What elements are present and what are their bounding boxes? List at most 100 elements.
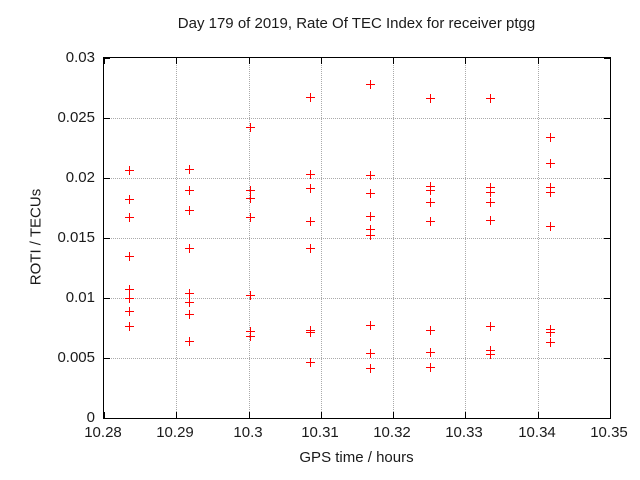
y-tick-label: 0.005 bbox=[57, 349, 95, 366]
marker-vbar bbox=[430, 325, 432, 335]
x-tick-mark bbox=[321, 412, 322, 418]
marker-vbar bbox=[490, 183, 492, 193]
y-tick-mark bbox=[604, 298, 610, 299]
data-point-marker bbox=[546, 183, 556, 193]
marker-vbar bbox=[430, 216, 432, 226]
y-tick-label: 0.015 bbox=[57, 229, 95, 246]
data-point-marker bbox=[245, 193, 255, 203]
marker-vbar bbox=[490, 94, 492, 104]
marker-vbar bbox=[128, 322, 130, 332]
data-point-marker bbox=[426, 197, 436, 207]
data-point-marker bbox=[486, 94, 496, 104]
x-tick-label: 10.29 bbox=[156, 424, 194, 441]
x-axis-label: GPS time / hours bbox=[299, 449, 414, 466]
data-point-marker bbox=[184, 288, 194, 298]
y-tick-mark bbox=[604, 178, 610, 179]
chart-title: Day 179 of 2019, Rate Of TEC Index for r… bbox=[177, 15, 536, 32]
data-point-marker bbox=[245, 123, 255, 133]
marker-vbar bbox=[249, 185, 251, 195]
data-point-marker bbox=[426, 94, 436, 104]
marker-vbar bbox=[249, 327, 251, 337]
data-point-marker bbox=[305, 358, 315, 368]
x-tick-mark bbox=[465, 58, 466, 64]
data-point-marker bbox=[245, 327, 255, 337]
y-tick-label: 0 bbox=[86, 409, 95, 426]
marker-vbar bbox=[309, 184, 311, 194]
marker-vbar bbox=[188, 205, 190, 215]
x-tick-label: 10.33 bbox=[445, 424, 483, 441]
data-point-marker bbox=[546, 159, 556, 169]
marker-vbar bbox=[128, 195, 130, 205]
y-tick-mark bbox=[104, 238, 110, 239]
data-point-marker bbox=[365, 348, 375, 358]
y-tick-mark bbox=[104, 118, 110, 119]
data-point-marker bbox=[124, 213, 134, 223]
marker-vbar bbox=[309, 328, 311, 338]
data-point-marker bbox=[184, 165, 194, 175]
marker-vbar bbox=[128, 306, 130, 316]
data-point-marker bbox=[365, 364, 375, 374]
data-point-marker bbox=[124, 306, 134, 316]
marker-vbar bbox=[128, 251, 130, 261]
x-tick-mark bbox=[465, 412, 466, 418]
data-point-marker bbox=[426, 325, 436, 335]
data-point-marker bbox=[546, 328, 556, 338]
marker-vbar bbox=[369, 171, 371, 181]
data-point-marker bbox=[245, 331, 255, 341]
data-point-marker bbox=[365, 231, 375, 241]
data-point-marker bbox=[124, 251, 134, 261]
marker-vbar bbox=[490, 349, 492, 359]
data-point-marker bbox=[486, 349, 496, 359]
marker-vbar bbox=[249, 193, 251, 203]
x-tick-mark bbox=[538, 412, 539, 418]
data-point-marker bbox=[546, 187, 556, 197]
marker-vbar bbox=[188, 244, 190, 254]
marker-vbar bbox=[128, 293, 130, 303]
data-point-marker bbox=[245, 213, 255, 223]
x-tick-mark bbox=[104, 412, 105, 418]
marker-vbar bbox=[309, 93, 311, 103]
marker-vbar bbox=[249, 331, 251, 341]
data-point-marker bbox=[486, 197, 496, 207]
marker-vbar bbox=[490, 322, 492, 332]
marker-vbar bbox=[430, 94, 432, 104]
y-tick-mark bbox=[104, 358, 110, 359]
marker-vbar bbox=[309, 244, 311, 254]
marker-vbar bbox=[369, 364, 371, 374]
marker-vbar bbox=[309, 169, 311, 179]
x-tick-mark bbox=[104, 58, 105, 64]
marker-vbar bbox=[550, 337, 552, 347]
data-point-marker bbox=[124, 293, 134, 303]
y-tick-mark bbox=[104, 418, 110, 419]
marker-vbar bbox=[128, 285, 130, 295]
x-tick-label: 10.32 bbox=[373, 424, 411, 441]
data-point-marker bbox=[184, 244, 194, 254]
data-point-marker bbox=[546, 221, 556, 231]
marker-vbar bbox=[550, 328, 552, 338]
x-tick-mark bbox=[610, 58, 611, 64]
x-tick-mark bbox=[249, 58, 250, 64]
data-point-marker bbox=[486, 322, 496, 332]
data-point-marker bbox=[305, 244, 315, 254]
marker-vbar bbox=[550, 221, 552, 231]
grid-line-horizontal bbox=[104, 178, 610, 179]
data-point-marker bbox=[124, 195, 134, 205]
marker-vbar bbox=[188, 185, 190, 195]
marker-vbar bbox=[369, 348, 371, 358]
marker-vbar bbox=[128, 166, 130, 176]
grid-line-horizontal bbox=[104, 358, 610, 359]
x-tick-mark bbox=[393, 412, 394, 418]
x-tick-label: 10.35 bbox=[590, 424, 628, 441]
x-tick-mark bbox=[176, 58, 177, 64]
data-point-marker bbox=[546, 132, 556, 142]
x-tick-label: 10.28 bbox=[84, 424, 122, 441]
x-tick-label: 10.31 bbox=[301, 424, 339, 441]
data-point-marker bbox=[365, 211, 375, 221]
x-tick-label: 10.34 bbox=[518, 424, 556, 441]
data-point-marker bbox=[486, 183, 496, 193]
marker-vbar bbox=[249, 213, 251, 223]
marker-vbar bbox=[490, 197, 492, 207]
data-point-marker bbox=[426, 363, 436, 373]
x-tick-mark bbox=[393, 58, 394, 64]
